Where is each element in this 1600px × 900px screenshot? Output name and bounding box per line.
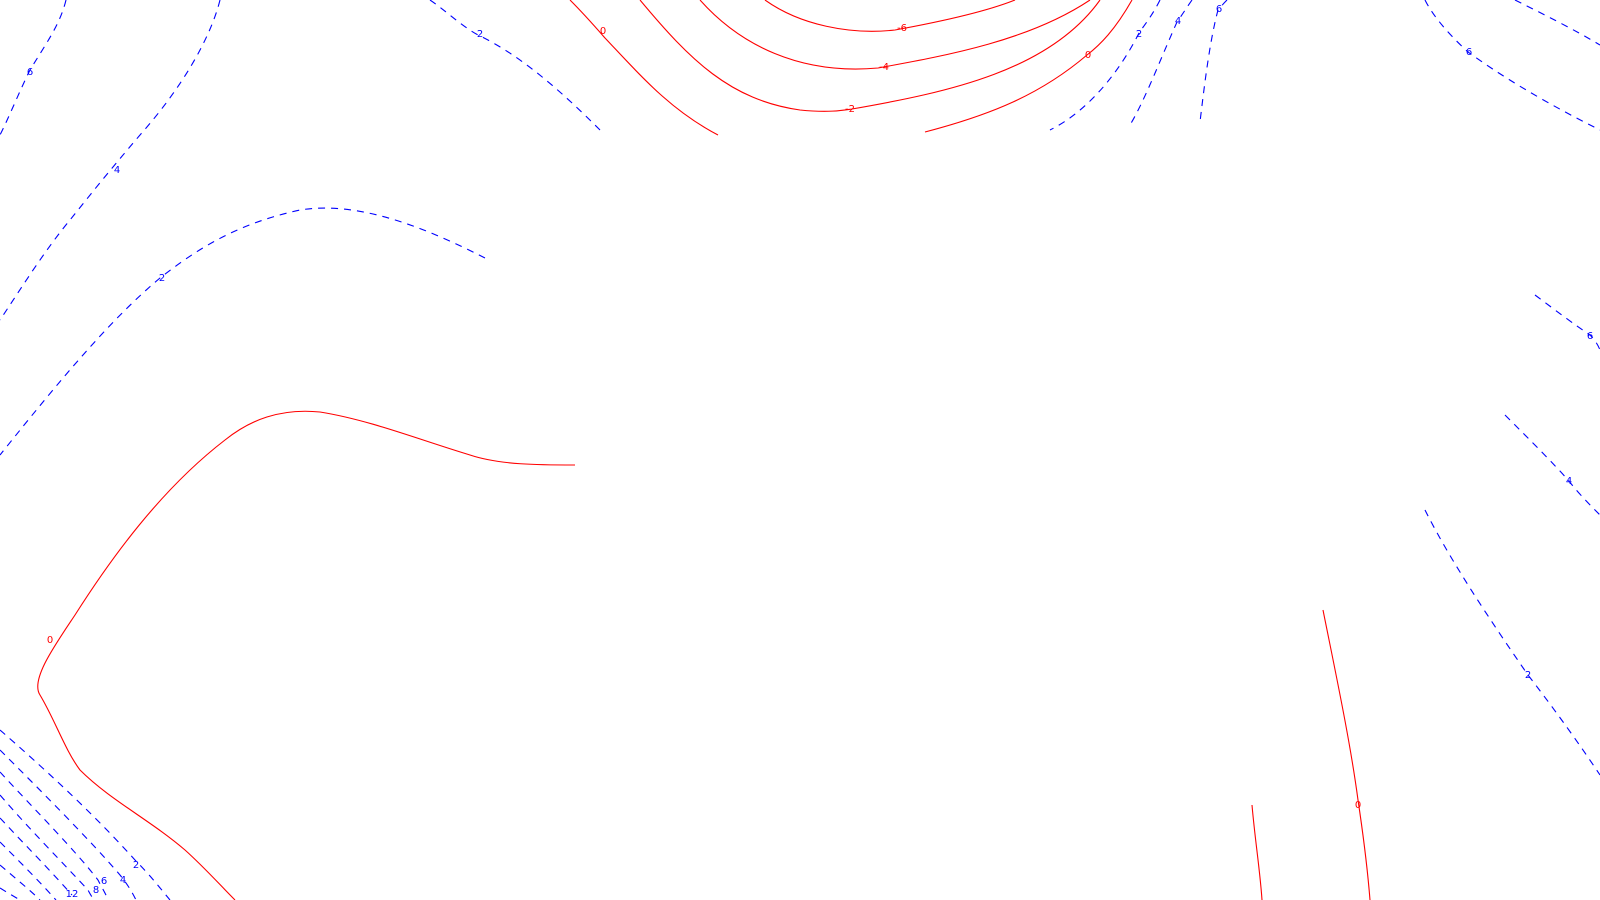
contour-line-zero-left [37, 410, 576, 900]
contour-label: 0 [1355, 800, 1361, 811]
contour-label: 4 [120, 875, 126, 886]
contour-label: 6 [101, 876, 107, 887]
contour-line-positive-4-left [0, 0, 221, 321]
contour-line-positive-4-right [1504, 414, 1600, 516]
contour-label: -6 [897, 23, 907, 34]
contour-line-positive-6-top-left [0, 0, 67, 136]
contour-line-positive-6-top-right [1199, 0, 1228, 123]
contour-label: 2 [159, 273, 165, 284]
contour-label: 0 [47, 635, 53, 646]
contour-labels: 6 4 2 2 0 -6 -4 -2 0 2 4 6 6 6 4 2 0 0 2… [27, 4, 1593, 900]
contour-label: 0 [1085, 50, 1091, 61]
contour-label: 0 [600, 26, 606, 37]
contour-label: 6 [1587, 331, 1593, 342]
contour-label: 4 [1175, 16, 1181, 27]
contour-line-positive-6-bottom-left [0, 771, 109, 900]
contour-line-positive-6-right [1534, 294, 1600, 351]
contour-line-negative-6-top [764, 0, 1016, 32]
contour-label: 4 [1566, 476, 1572, 487]
contour-line-positive-6-far-top-right [1424, 0, 1600, 131]
contour-label: 8 [93, 885, 99, 896]
contour-line-zero-top [569, 0, 719, 136]
negative-contours [37, 0, 1371, 900]
contour-line-positive-16-bottom-left [0, 887, 21, 900]
contour-label: 12 [66, 889, 79, 900]
contour-line-positive-2-top-mid [429, 0, 601, 131]
contour-line-positive-12-bottom-left [0, 841, 57, 900]
contour-label: 6 [1216, 4, 1222, 15]
contour-label: 6 [27, 67, 33, 78]
contour-line-zero-bottom-right [1322, 609, 1371, 900]
contour-line-positive-4-bottom-left [0, 749, 137, 900]
contour-line-negative-4-top [699, 0, 1091, 70]
contour-label: 2 [1136, 29, 1142, 40]
contour-line-positive-10-bottom-left [0, 817, 73, 896]
contour-line-positive-4-top-right [1129, 0, 1193, 126]
contour-label: 2 [1525, 670, 1531, 681]
contour-line-negative-2-top [639, 0, 1101, 112]
contour-label: -4 [879, 62, 889, 73]
contour-line-positive-2-right [1424, 509, 1600, 776]
contour-line-positive-6-top-right-corner [1514, 0, 1600, 46]
contour-line-positive-2-top-right [1049, 0, 1161, 131]
contour-line-zero-top-right [924, 0, 1133, 133]
contour-line-zero-bottom-right-small [1251, 804, 1263, 900]
contour-line-positive-14-bottom-left [0, 864, 41, 900]
contour-line-positive-2-bottom-left [0, 729, 171, 900]
contour-label: 2 [133, 860, 139, 871]
contour-line-positive-2-mid-left [0, 207, 486, 456]
contour-label: -2 [845, 104, 855, 115]
contour-label: 2 [477, 29, 483, 40]
contour-line-positive-8-bottom-left [0, 794, 95, 900]
contour-label: 4 [114, 165, 120, 176]
contour-label: 6 [1466, 47, 1472, 58]
